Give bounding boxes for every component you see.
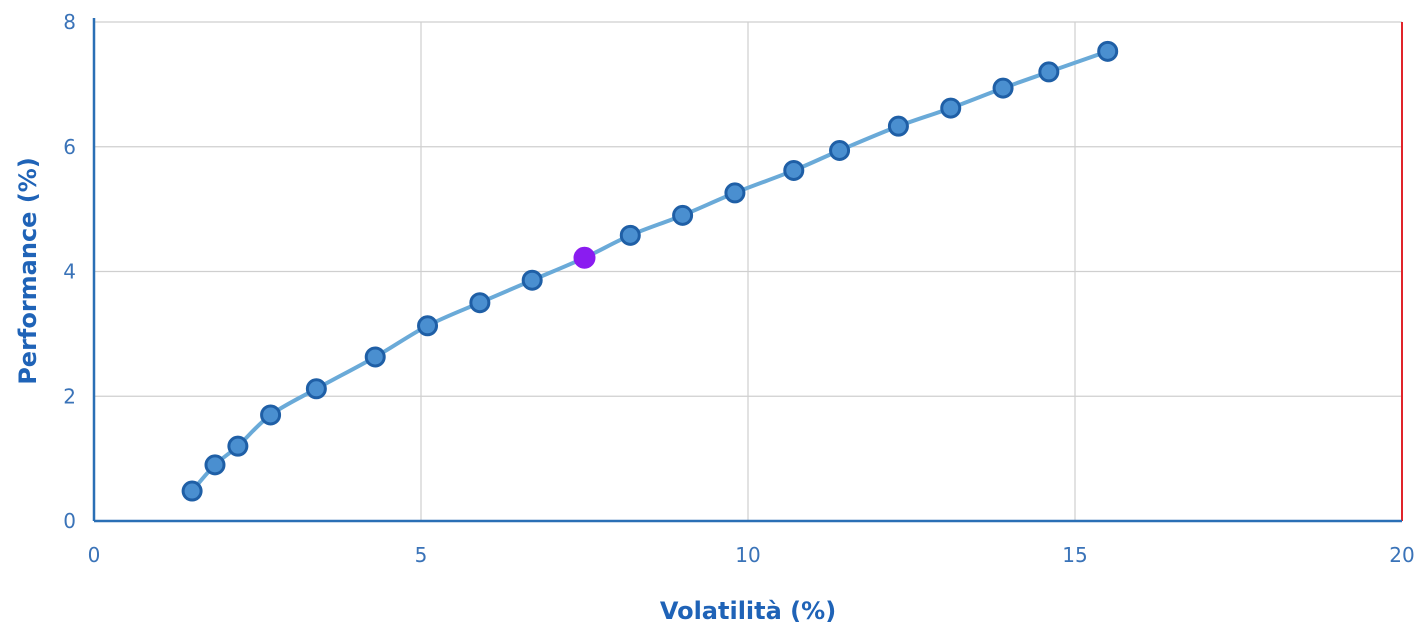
tick-labels: 0 5 10 15 20 0 2 4 6 8 <box>63 10 1414 567</box>
data-point <box>783 159 805 181</box>
y-tick-label: 4 <box>63 260 76 284</box>
axes <box>92 18 1403 523</box>
data-point <box>227 435 249 457</box>
x-tick-label: 0 <box>88 543 101 567</box>
y-tick-label: 0 <box>63 509 76 533</box>
data-point <box>1097 40 1119 62</box>
grid-lines <box>94 21 1402 521</box>
data-point <box>887 115 909 137</box>
y-axis-title: Performance (%) <box>14 157 42 385</box>
highlighted-data-point <box>573 246 596 269</box>
data-point <box>204 454 226 476</box>
data-point <box>469 292 491 314</box>
data-point <box>305 378 327 400</box>
x-tick-label: 5 <box>415 543 428 567</box>
data-point <box>940 97 962 119</box>
data-point <box>181 480 203 502</box>
data-point <box>992 77 1014 99</box>
data-point <box>619 224 641 246</box>
data-point <box>829 139 851 161</box>
x-tick-label: 20 <box>1389 543 1414 567</box>
data-point <box>724 182 746 204</box>
data-point <box>364 346 386 368</box>
x-tick-label: 10 <box>735 543 760 567</box>
y-tick-label: 6 <box>63 135 76 159</box>
data-point <box>260 404 282 426</box>
y-tick-label: 8 <box>63 10 76 34</box>
data-point <box>1038 61 1060 83</box>
x-tick-label: 15 <box>1062 543 1087 567</box>
data-point <box>672 204 694 226</box>
data-point <box>417 315 439 337</box>
data-point <box>521 269 543 291</box>
data-points <box>181 40 1119 502</box>
y-tick-label: 2 <box>63 384 76 408</box>
x-axis-title: Volatilità (%) <box>660 597 836 625</box>
